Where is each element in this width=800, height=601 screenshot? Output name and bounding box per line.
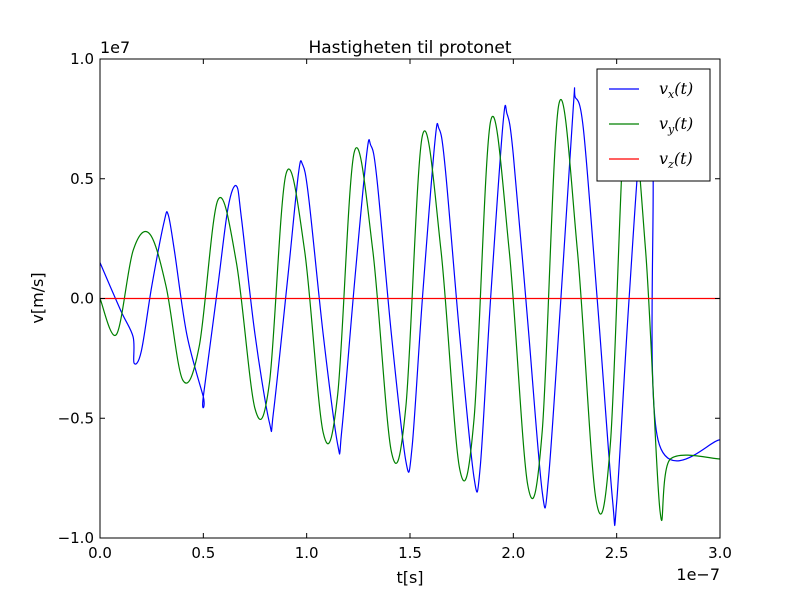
x-tick-label: 1.0 — [295, 544, 319, 562]
y-tick-label: 1.0 — [70, 50, 94, 68]
x-tick-label: 3.0 — [708, 544, 732, 562]
y-axis: −1.0 −0.5 0.0 0.5 1.0 — [58, 50, 720, 547]
legend-label-x: vx(t) — [659, 79, 693, 101]
legend-label-z: vz(t) — [659, 149, 693, 171]
y-axis-offset-label: 1e7 — [100, 38, 130, 57]
x-tick-label: 0.5 — [191, 544, 215, 562]
series-line-x — [100, 87, 720, 526]
y-tick-label: −1.0 — [58, 529, 94, 547]
y-axis-label: v[m/s] — [28, 272, 47, 323]
x-axis-offset-label: 1e−7 — [676, 565, 720, 584]
x-tick-label: 2.5 — [605, 544, 629, 562]
y-tick-label: 0.5 — [70, 170, 94, 188]
x-tick-label: 1.5 — [398, 544, 422, 562]
series-line-y — [100, 89, 720, 522]
x-tick-label: 0.0 — [88, 544, 112, 562]
x-tick-label: 2.0 — [501, 544, 525, 562]
x-axis: 0.0 0.5 1.0 1.5 2.0 2.5 3.0 — [88, 59, 732, 562]
legend: vx(t) vy(t) vz(t) — [596, 68, 711, 182]
legend-label-y: vy(t) — [659, 114, 693, 136]
y-tick-label: −0.5 — [58, 409, 94, 427]
chart-title: Hastigheten til protonet — [308, 38, 511, 58]
legend-box — [596, 68, 711, 182]
x-axis-label: t[s] — [396, 568, 423, 587]
y-tick-label: 0.0 — [70, 290, 94, 308]
